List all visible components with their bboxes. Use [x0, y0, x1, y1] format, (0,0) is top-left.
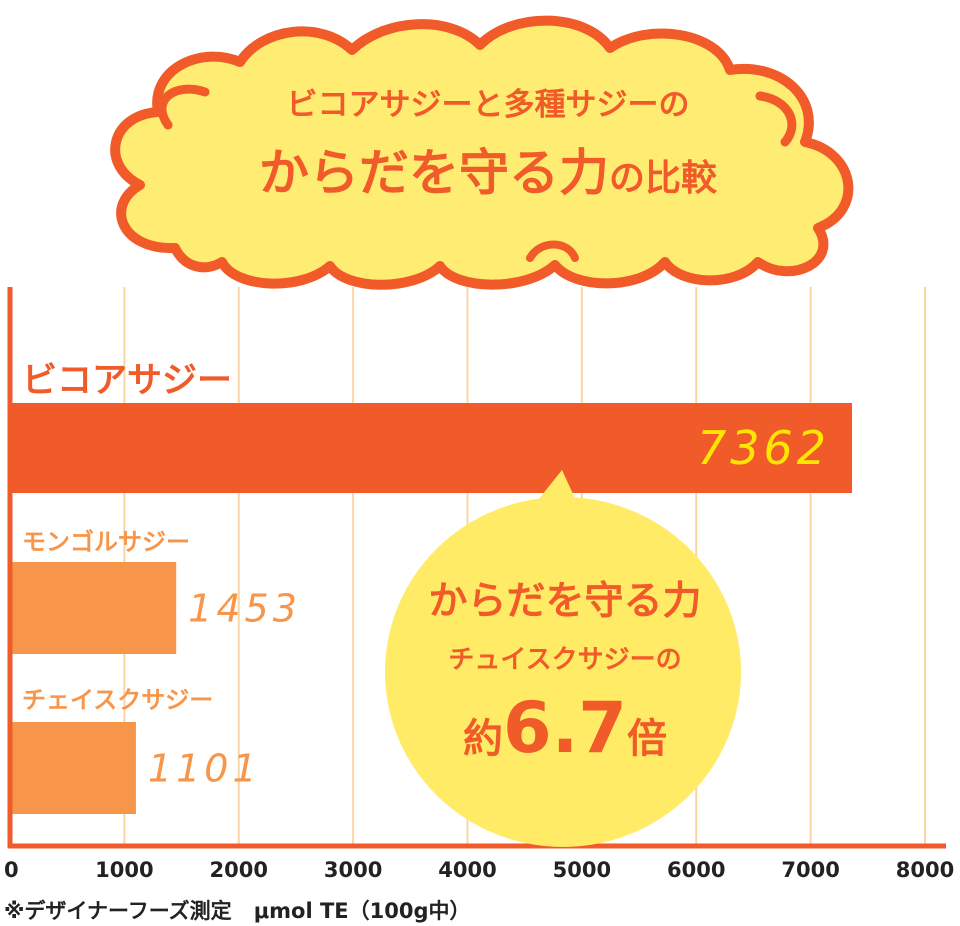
callout-shape [385, 497, 741, 847]
callout-line-2: チュイスクサジーの [448, 645, 681, 675]
title-line-2: からだを守る力の比較 [259, 144, 718, 202]
callout-suffix: 倍 [627, 716, 667, 762]
x-tick-label-4000: 4000 [438, 858, 496, 882]
title-main: からだを守る力 [259, 144, 609, 202]
bar-3 [10, 722, 136, 814]
title-cloud: ビコアサジーと多種サジーの からだを守る力の比較 [110, 15, 854, 290]
x-tick-label-3000: 3000 [324, 858, 382, 882]
x-tick-label-7000: 7000 [781, 858, 839, 882]
category-label-3: チェイスクサジー [22, 686, 213, 714]
cloud-shape [110, 15, 854, 290]
category-label-2: モンゴルサジー [22, 528, 190, 556]
x-tick-label-2000: 2000 [210, 858, 268, 882]
title-suffix: の比較 [609, 158, 718, 199]
bar-2 [10, 562, 177, 654]
footnote-source: ※デザイナーフーズ測定 [4, 899, 232, 923]
x-tick-labels: 0 1000 2000 3000 4000 5000 6000 7000 8000 [4, 858, 954, 882]
cloud-curl-bottom [526, 240, 579, 262]
callout-line-3: 約6.7倍 [463, 687, 667, 769]
callout-line-1: からだを守る力 [428, 579, 701, 624]
x-tick-label-0: 0 [4, 858, 19, 882]
bars [10, 403, 853, 814]
callout-pointer [538, 470, 578, 505]
bar-1 [10, 403, 853, 493]
title-line-1: ビコアサジーと多種サジーの [287, 87, 690, 123]
footnote: ※デザイナーフーズ測定 μmol TE（100g中） [4, 899, 471, 923]
value-label-2: 1453 [188, 586, 301, 630]
x-tick-label-5000: 5000 [553, 858, 611, 882]
callout-bubble: からだを守る力 チュイスクサジーの 約6.7倍 [385, 470, 741, 847]
footnote-unit: μmol TE（100g中） [254, 899, 471, 923]
cloud-curl-left [157, 84, 210, 130]
value-label-1: 7362 [697, 421, 830, 475]
value-labels: 7362 1453 1101 [148, 421, 830, 790]
category-label-1: ビコアサジー [22, 361, 232, 401]
callout-multiplier: 6.7 [503, 687, 627, 769]
value-label-3: 1101 [148, 746, 261, 790]
x-tick-label-1000: 1000 [95, 858, 153, 882]
x-tick-label-6000: 6000 [667, 858, 725, 882]
cloud-curl-right [755, 91, 797, 147]
callout-prefix: 約 [463, 716, 503, 762]
x-tick-label-8000: 8000 [896, 858, 954, 882]
